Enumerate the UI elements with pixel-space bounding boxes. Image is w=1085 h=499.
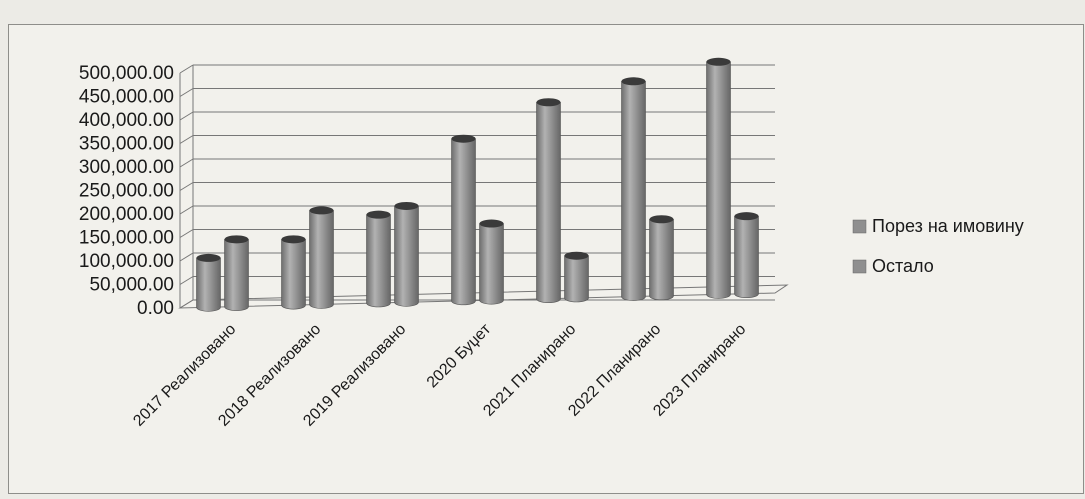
y-tick-label: 350,000.00 — [79, 134, 174, 155]
bar-top — [536, 98, 561, 107]
legend-label: Порез на имовину — [872, 216, 1024, 236]
legend: Порез на имовину Остало — [852, 216, 1024, 276]
bar — [649, 215, 674, 301]
gridline-depth — [179, 252, 194, 262]
x-tick-label: 2020 Буџет — [424, 320, 495, 391]
bar-body — [621, 81, 646, 301]
y-tick-label: 50,000.00 — [89, 275, 174, 296]
bar-top — [451, 134, 476, 143]
bar-top — [281, 235, 306, 244]
bar-top — [309, 206, 334, 215]
bar-body — [196, 257, 221, 312]
bar-body — [224, 239, 249, 311]
bar — [564, 251, 589, 303]
gridline-depth — [179, 111, 194, 121]
bar-top — [366, 210, 391, 219]
bar-body — [706, 61, 731, 299]
y-tick-label: 450,000.00 — [79, 87, 174, 108]
y-tick-label: 150,000.00 — [79, 228, 174, 249]
bar-body — [281, 239, 306, 310]
gridline-depth — [179, 64, 194, 74]
gridline-depth — [179, 205, 194, 215]
bar — [281, 235, 306, 310]
y-tick-label: 200,000.00 — [79, 204, 174, 225]
bar-body — [734, 215, 759, 299]
legend-swatch — [852, 219, 867, 234]
bar-top — [734, 212, 759, 221]
legend-swatch — [852, 259, 867, 274]
bar-top — [479, 219, 504, 228]
gridline-depth — [179, 88, 194, 97]
bar — [309, 206, 334, 309]
bar — [366, 210, 391, 308]
y-tick-label: 500,000.00 — [79, 63, 174, 84]
legend-entry: Порез на имовину — [852, 216, 1024, 236]
x-tick-label: 2022 Планирано — [565, 321, 664, 420]
gridline-depth — [179, 276, 194, 285]
bar-body — [536, 101, 561, 304]
bar — [621, 77, 646, 301]
legend-entry: Остало — [852, 256, 934, 276]
gridline-depth — [179, 135, 194, 144]
bars — [196, 57, 759, 312]
gridline-depth — [179, 182, 194, 191]
bar-top — [394, 201, 419, 210]
bar-body — [366, 214, 391, 308]
bar — [706, 57, 731, 299]
x-tick-label: 2021 Планирано — [480, 321, 579, 420]
y-tick-label: 100,000.00 — [79, 251, 174, 272]
bar-top — [564, 251, 589, 260]
bar-body — [479, 223, 504, 305]
bar-top — [621, 77, 646, 86]
bar-body — [309, 210, 334, 309]
gridline-depth — [179, 229, 194, 238]
gridline-depth — [179, 158, 194, 168]
bar — [224, 235, 249, 311]
bar-top — [649, 215, 674, 224]
bar — [196, 253, 221, 312]
bar-top — [706, 57, 731, 66]
y-tick-label: 300,000.00 — [79, 157, 174, 178]
bar-body — [451, 138, 476, 306]
bar — [479, 219, 504, 305]
bar — [536, 98, 561, 304]
bar — [451, 134, 476, 306]
y-tick-label: 0.00 — [137, 298, 174, 319]
bar-body — [649, 218, 674, 301]
legend-label: Остало — [872, 256, 934, 276]
y-tick-label: 250,000.00 — [79, 181, 174, 202]
y-tick-label: 400,000.00 — [79, 110, 174, 131]
bar-top — [224, 235, 249, 244]
x-tick-label: 2023 Планирано — [650, 321, 749, 420]
bar-top — [196, 253, 221, 262]
bar — [394, 201, 419, 307]
bar-body — [394, 205, 419, 307]
bar-body — [564, 255, 589, 303]
bar — [734, 212, 759, 299]
